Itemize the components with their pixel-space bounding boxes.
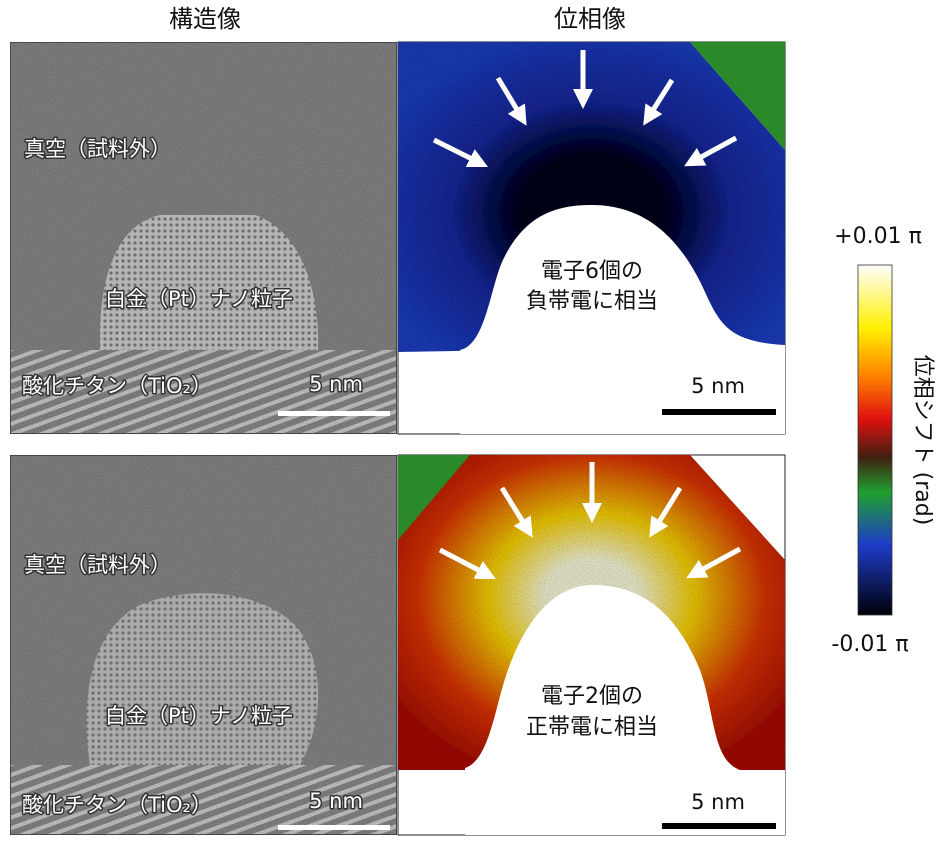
phase-label: 負帯電に相当 [526,289,658,314]
colorbar-max: +0.01 π [834,224,922,249]
column-title: 位相像 [554,5,626,33]
label: 白金（Pt）ナノ粒子 [105,287,293,311]
arrow [643,78,675,126]
substrate [11,350,396,433]
label: 白金（Pt）ナノ粒子 [105,704,293,728]
arrow [686,546,742,579]
label: 真空（試料外） [24,553,171,577]
arrow [499,486,533,538]
phase-label: 正帯電に相当 [526,715,658,740]
particle [460,205,785,434]
arrow [438,547,496,580]
scale-bar [278,411,390,416]
colorbar-scale [857,264,893,616]
arrow [432,137,489,168]
phase-panel: 電子2個の 正帯電に相当 5 nm [397,454,786,836]
particle [86,593,319,765]
label: 酸化チタン（TiO₂） [22,374,212,398]
scale-bar-label: 5 nm [309,372,363,396]
phase-panel: 電子6個の 負帯電に相当 5 nm [397,41,786,435]
scale-bar [662,823,776,829]
particle [465,585,785,835]
colorbar-label: 位相シフト (rad) [910,355,935,526]
substrate [11,765,396,834]
scale-bar [662,409,776,415]
colorbar-min: -0.01 π [831,632,908,657]
structure-panel: 真空（試料外） 白金（Pt）ナノ粒子 酸化チタン（TiO₂） 5 nm [9,41,398,435]
arrow [649,486,683,538]
arrow [495,76,527,126]
vacuum-region [690,42,785,150]
colorbar: +0.01 π -0.01 π 位相シフト (rad) [831,224,935,657]
label: 酸化チタン（TiO₂） [22,793,212,817]
scale-bar-label: 5 nm [691,790,745,814]
arrow [684,135,738,167]
scale-bar-label: 5 nm [691,374,745,398]
scale-bar [278,825,390,830]
column-title: 構造像 [169,5,241,33]
scale-bar-label: 5 nm [309,789,363,813]
label: 真空（試料外） [24,137,171,161]
phase-label: 電子2個の [541,684,643,709]
phase-label: 電子6個の [541,259,643,284]
particle [99,215,319,350]
structure-panel: 真空（試料外） 白金（Pt）ナノ粒子 酸化チタン（TiO₂） 5 nm [9,454,398,836]
